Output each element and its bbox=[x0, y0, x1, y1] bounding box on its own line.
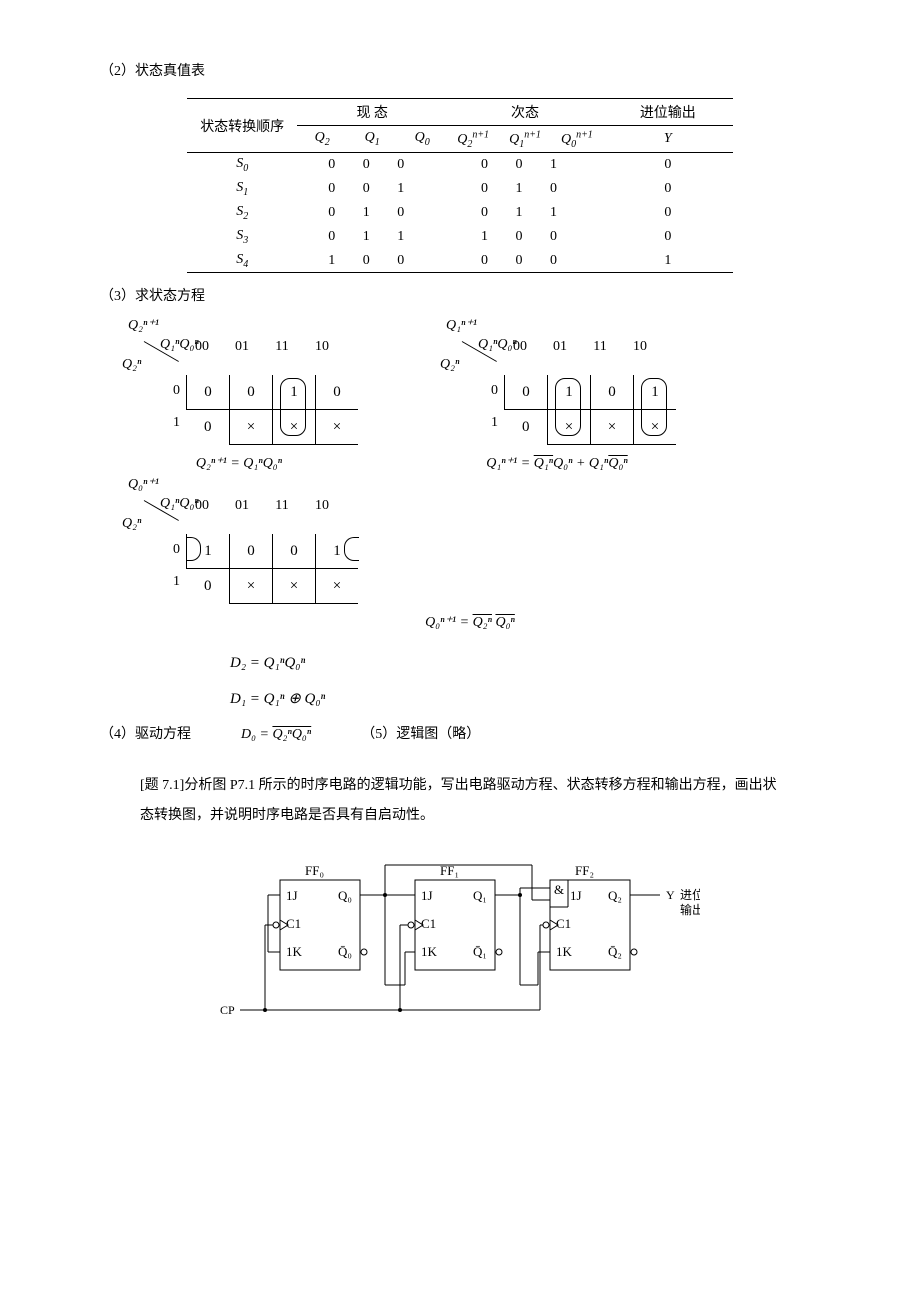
kmap-q0-eqn: Q₀ⁿ⁺¹ = Q₂ⁿ Q₀ⁿ bbox=[120, 614, 820, 631]
kmap-q2: Q₂ⁿ⁺¹ Q₁ⁿQ₀ⁿ Q₂ⁿ 00 01 11 10 0 1 0 0 1 0 bbox=[120, 323, 358, 472]
kmap-q1-eqn: Q₁ⁿ⁺¹ = Q₁ⁿQ₀ⁿ + Q₁ⁿQ₀ⁿ bbox=[438, 455, 676, 472]
eqn-d1: D₁ = Q₁ⁿ ⊕ Q₀ⁿ bbox=[230, 681, 820, 717]
section-2-title: （2）状态真值表 bbox=[100, 60, 820, 80]
th-y: Y bbox=[603, 126, 733, 153]
th-carry: 进位输出 bbox=[603, 99, 733, 126]
svg-text:1K: 1K bbox=[286, 944, 303, 959]
kmap-q2-out: Q₂ⁿ⁺¹ bbox=[128, 317, 159, 334]
svg-text:C1: C1 bbox=[421, 916, 436, 931]
th-q2: Q2 bbox=[297, 126, 347, 153]
svg-text:Q̄₀: Q̄₀ bbox=[338, 944, 352, 959]
svg-text:Q̄₁: Q̄₁ bbox=[473, 944, 487, 959]
kmap-row-head: Q₂ⁿ bbox=[122, 357, 141, 373]
section-4-title: （4）驱动方程 bbox=[100, 723, 191, 743]
svg-text:C1: C1 bbox=[286, 916, 301, 931]
table-row: S0 0 0 0 0 0 1 0 bbox=[187, 153, 733, 177]
ff0-label: FF₀ bbox=[305, 863, 324, 878]
question-7-1: [题 7.1]分析图 P7.1 所示的时序电路的逻辑功能，写出电路驱动方程、状态… bbox=[140, 771, 780, 830]
kmap-q1: Q₁ⁿ⁺¹ Q₁ⁿQ₀ⁿ Q₂ⁿ 00 01 11 10 0 1 0 1 0 1 bbox=[438, 323, 676, 472]
svg-text:1K: 1K bbox=[556, 944, 573, 959]
y-label: Y bbox=[666, 888, 675, 902]
kmap-col-head: Q₁ⁿQ₀ⁿ bbox=[160, 337, 199, 353]
kmap-q0-out: Q₀ⁿ⁺¹ bbox=[128, 476, 159, 493]
svg-text:Q₀: Q₀ bbox=[338, 888, 352, 903]
svg-text:Q₂: Q₂ bbox=[608, 888, 622, 903]
th-state-seq: 状态转换顺序 bbox=[187, 99, 297, 153]
svg-text:Q̄₂: Q̄₂ bbox=[608, 944, 622, 959]
th-q1: Q1 bbox=[347, 126, 397, 153]
drive-equations: D₂ = Q₁ⁿQ₀ⁿ D₁ = Q₁ⁿ ⊕ Q₀ⁿ bbox=[230, 645, 820, 717]
th-q0: Q0 bbox=[397, 126, 447, 153]
svg-text:FF₂: FF₂ bbox=[575, 863, 594, 878]
kmap-q2-eqn: Q₂ⁿ⁺¹ = Q₁ⁿQ₀ⁿ bbox=[120, 455, 358, 472]
svg-text:C1: C1 bbox=[556, 916, 571, 931]
th-current: 现 态 bbox=[297, 99, 447, 126]
table-row: S1 0 0 1 0 1 0 0 bbox=[187, 177, 733, 201]
kmap-q1-out: Q₁ⁿ⁺¹ bbox=[446, 317, 477, 334]
svg-text:1J: 1J bbox=[421, 888, 433, 903]
table-row: S4 1 0 0 0 0 0 1 bbox=[187, 249, 733, 273]
th-q2n: Q2n+1 bbox=[447, 126, 499, 153]
section-3-title: （3）求状态方程 bbox=[100, 285, 820, 305]
th-q0n: Q0n+1 bbox=[551, 126, 603, 153]
cp-label: CP bbox=[220, 1003, 235, 1017]
kmap-q0: Q₀ⁿ⁺¹ Q₁ⁿQ₀ⁿ Q₂ⁿ 00 01 11 10 0 1 1 0 0 1 bbox=[120, 482, 820, 631]
table-row: S2 0 1 0 0 1 1 0 bbox=[187, 201, 733, 225]
th-next: 次态 bbox=[447, 99, 603, 126]
svg-text:1K: 1K bbox=[421, 944, 438, 959]
table-row: S3 0 1 1 1 0 0 0 bbox=[187, 225, 733, 249]
circuit-diagram: text{font-family:"Times New Roman",serif… bbox=[220, 850, 700, 1050]
svg-text:输出: 输出 bbox=[680, 902, 700, 917]
section-5-title: （5）逻辑图（略） bbox=[361, 723, 480, 743]
state-truth-table: 状态转换顺序 现 态 次态 进位输出 Q2 Q1 Q0 Q2n+1 Q1n+1 … bbox=[187, 98, 733, 273]
svg-text:进位: 进位 bbox=[680, 887, 700, 902]
svg-text:Q₁: Q₁ bbox=[473, 888, 487, 903]
eqn-d2: D₂ = Q₁ⁿQ₀ⁿ bbox=[230, 645, 820, 681]
svg-text:1J: 1J bbox=[570, 888, 582, 903]
and-gate-icon: & bbox=[554, 882, 564, 897]
th-q1n: Q1n+1 bbox=[499, 126, 551, 153]
eqn-d0: D₀ = Q₂ⁿQ₀ⁿ bbox=[241, 727, 311, 743]
svg-text:1J: 1J bbox=[286, 888, 298, 903]
